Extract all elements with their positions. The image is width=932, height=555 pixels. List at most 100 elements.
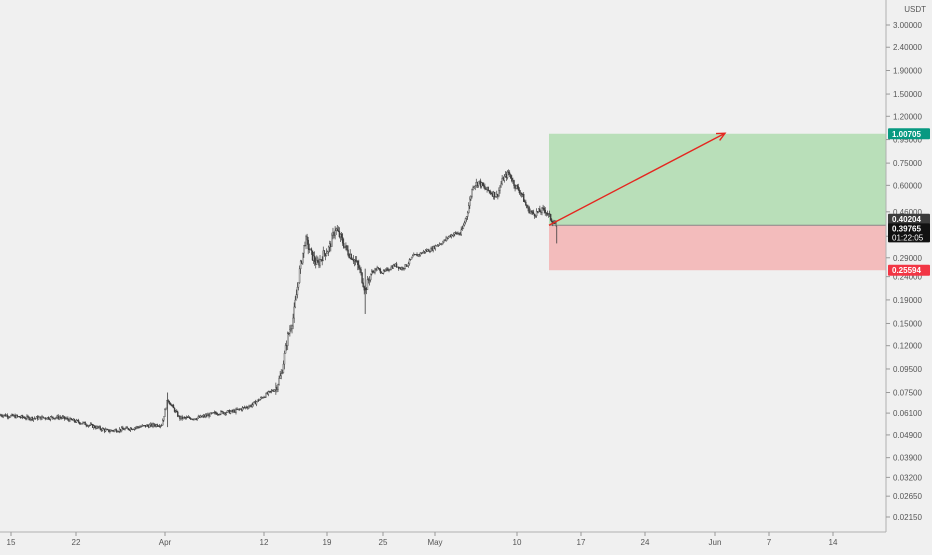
candle — [129, 427, 132, 432]
candle — [256, 399, 259, 403]
candle — [160, 423, 163, 427]
candle — [239, 408, 241, 410]
candle — [226, 410, 229, 413]
candle — [53, 417, 55, 420]
candle — [434, 244, 437, 251]
candle — [318, 258, 320, 269]
candle — [394, 263, 397, 267]
candle — [207, 412, 209, 417]
candles — [0, 169, 558, 434]
candle — [242, 407, 245, 410]
candle — [518, 187, 521, 195]
candle — [33, 416, 36, 420]
candle — [228, 409, 231, 414]
candle — [76, 419, 79, 422]
candle — [501, 174, 503, 186]
candle — [530, 210, 532, 215]
candle — [309, 248, 312, 251]
arrow-line[interactable] — [548, 132, 726, 226]
candle — [214, 411, 217, 415]
candle — [198, 415, 201, 418]
candle — [368, 276, 371, 286]
time-tick-label: 7 — [767, 538, 772, 547]
candle — [150, 422, 152, 427]
candle — [497, 193, 499, 200]
candle — [311, 250, 314, 262]
candle — [233, 408, 235, 413]
candle — [325, 248, 328, 257]
candle — [27, 414, 29, 419]
candle — [322, 246, 324, 262]
candle — [407, 261, 410, 268]
candle — [456, 232, 458, 236]
candle — [421, 252, 424, 255]
candle — [176, 409, 178, 413]
candle — [362, 278, 364, 288]
time-axis[interactable]: 15 22 Apr 12 19 25 May 10 17 24 Jun 7 14 — [0, 531, 932, 550]
candle — [502, 176, 504, 181]
candle — [88, 424, 91, 427]
candle — [293, 302, 295, 323]
candle — [105, 428, 108, 431]
svg-text:1.00705: 1.00705 — [892, 130, 921, 139]
candle — [363, 285, 365, 295]
position-tool[interactable] — [549, 133, 886, 271]
candle — [132, 428, 135, 430]
candle — [6, 413, 9, 420]
candle — [12, 413, 14, 417]
loss-zone[interactable] — [549, 225, 886, 271]
candle — [140, 425, 142, 428]
price-tick-label: 0.75000 — [893, 159, 922, 168]
profit-zone[interactable] — [549, 133, 886, 226]
candle — [144, 425, 147, 428]
candle — [174, 409, 177, 414]
arrow-head — [715, 132, 727, 141]
candle — [412, 254, 414, 258]
candle — [114, 428, 116, 431]
candle — [374, 267, 376, 275]
candle — [508, 170, 511, 178]
candle — [327, 245, 330, 257]
candle — [111, 429, 113, 432]
candle — [60, 416, 63, 420]
candle — [440, 243, 442, 245]
candle — [246, 405, 248, 409]
candle — [117, 430, 120, 433]
candle — [292, 313, 294, 330]
candle — [61, 415, 64, 420]
price-tick-label: 0.15000 — [893, 319, 922, 328]
candle — [496, 190, 498, 198]
candle — [141, 423, 143, 428]
candle — [339, 233, 342, 243]
candle — [443, 239, 445, 243]
candle — [28, 416, 30, 421]
candle — [192, 418, 194, 421]
trend-arrow[interactable] — [548, 132, 727, 226]
time-tick-label: 19 — [323, 538, 332, 547]
candle — [517, 183, 520, 191]
candle — [492, 190, 495, 200]
candle — [474, 185, 476, 191]
candle — [94, 425, 96, 429]
candle — [29, 418, 31, 422]
candle — [225, 411, 227, 416]
candle — [377, 266, 379, 270]
candle — [392, 263, 395, 269]
time-tick-label: 12 — [260, 538, 269, 547]
candle — [224, 412, 226, 416]
candle — [99, 425, 101, 431]
candle — [278, 375, 280, 386]
candle — [542, 204, 544, 211]
candle — [395, 261, 398, 268]
candle — [306, 233, 308, 245]
candle — [62, 415, 65, 419]
candle — [101, 427, 104, 432]
candle — [251, 402, 253, 409]
candle — [77, 418, 80, 424]
candle — [236, 407, 238, 411]
candle — [71, 418, 73, 421]
candle — [89, 422, 92, 427]
candle — [475, 178, 477, 188]
candle — [281, 369, 284, 375]
